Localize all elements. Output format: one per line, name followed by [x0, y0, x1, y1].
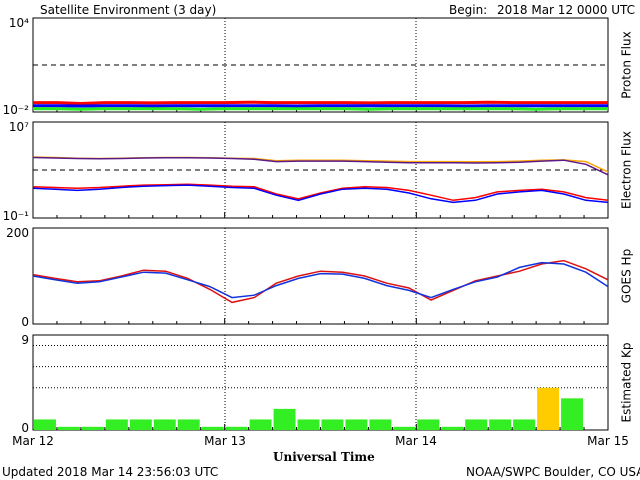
credit-text: NOAA/SWPC Boulder, CO USA: [466, 465, 640, 479]
series-line: [32, 261, 609, 299]
kp-bar: [57, 426, 80, 430]
y-tick-label: 10⁻²: [3, 103, 30, 117]
kp-bar: [561, 398, 584, 430]
y-tick-label: 10⁷: [9, 120, 29, 134]
y-axis-label: Estimated Kp: [620, 343, 634, 423]
panel-frame: [32, 334, 609, 431]
kp-bar: [369, 419, 392, 430]
kp-bar: [513, 419, 536, 430]
series-line: [32, 184, 609, 204]
kp-bar: [225, 426, 248, 430]
kp-bar: [177, 419, 200, 430]
y-tick-label: 9: [21, 333, 29, 347]
x-axis-label: Universal Time: [273, 450, 375, 464]
y-axis-label: Proton Flux: [620, 31, 634, 98]
kp-bar: [153, 419, 176, 430]
kp-bar: [297, 419, 320, 430]
kp-bar: [81, 426, 104, 430]
kp-bar: [273, 408, 296, 430]
page-title: Satellite Environment (3 day): [40, 3, 217, 17]
kp-bar: [489, 419, 512, 430]
x-tick-label: Mar 12: [12, 434, 54, 448]
kp-bar: [441, 426, 464, 430]
begin-value: 2018 Mar 12 0000 UTC: [497, 3, 636, 17]
series-line: [33, 100, 608, 106]
x-tick-label: Mar 15: [587, 434, 629, 448]
y-tick-label: 10⁴: [9, 16, 29, 30]
series-line: [32, 259, 609, 304]
x-tick-label: Mar 14: [395, 434, 437, 448]
begin-label: Begin:: [449, 3, 488, 17]
kp-bar: [34, 419, 56, 430]
y-tick-label: 200: [6, 226, 29, 240]
x-tick-label: Mar 13: [204, 434, 246, 448]
updated-timestamp: Updated 2018 Mar 14 23:56:03 UTC: [2, 465, 219, 479]
kp-bar: [465, 419, 488, 430]
series-line: [32, 156, 609, 176]
kp-bar: [129, 419, 152, 430]
kp-bar: [537, 387, 560, 430]
kp-bar: [321, 419, 344, 430]
y-tick-label: 0: [21, 421, 29, 435]
y-tick-label: 10⁻¹: [3, 209, 30, 223]
kp-bar: [249, 419, 272, 430]
y-axis-label: Electron Flux: [620, 131, 634, 209]
series-line: [32, 183, 609, 202]
kp-bar: [417, 419, 440, 430]
kp-bar: [201, 426, 224, 430]
y-tick-label: 0: [21, 315, 29, 329]
kp-bar: [105, 419, 128, 430]
kp-bar: [393, 426, 416, 430]
kp-bar: [345, 419, 368, 430]
y-axis-label: GOES Hp: [620, 249, 634, 303]
